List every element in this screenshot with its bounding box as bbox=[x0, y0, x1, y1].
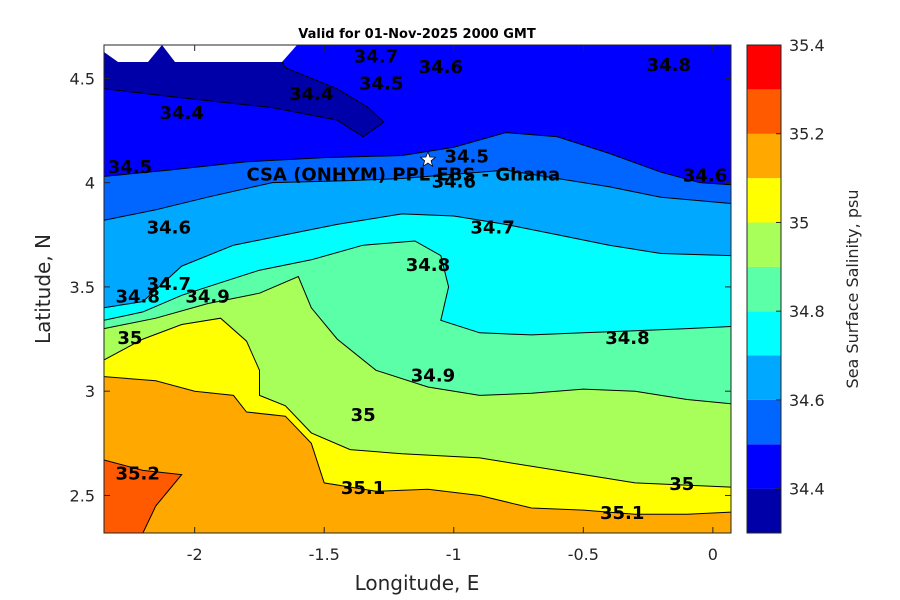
colorbar-swatch bbox=[747, 266, 781, 312]
colorbar: 34.4 34.6 34.8 35 35.2 35.4 bbox=[746, 36, 825, 534]
colorbar-tick-label: 35.2 bbox=[789, 125, 825, 144]
contour-label: 34.6 bbox=[419, 57, 463, 78]
star-marker bbox=[419, 150, 437, 168]
site-marker-star-icon bbox=[419, 150, 437, 168]
contour-label: 34.8 bbox=[605, 328, 649, 349]
contour-line-34.6 bbox=[104, 169, 731, 221]
contour-line-35.1 bbox=[104, 376, 731, 515]
contour-line-34.8 bbox=[104, 240, 731, 336]
contour-line-34.4 bbox=[104, 45, 385, 138]
x-axis-ticks: -2 -1.5 -1 -0.5 0 bbox=[187, 45, 718, 564]
contour-line-34.7 bbox=[104, 213, 731, 309]
colorbar-swatch bbox=[747, 178, 781, 223]
band-35.2 bbox=[104, 460, 182, 533]
contour-label: 34.4 bbox=[159, 103, 203, 124]
colorbar-tick-label: 34.6 bbox=[789, 391, 825, 410]
colorbar-swatch bbox=[747, 444, 781, 489]
colorbar-tick-label: 34.8 bbox=[789, 302, 825, 321]
contour-label: 34.7 bbox=[354, 47, 398, 68]
x-tick-label: -1 bbox=[446, 545, 462, 564]
colorbar-tick-label: 35 bbox=[789, 213, 809, 232]
colorbar-tick-label: 35.4 bbox=[789, 36, 825, 55]
x-tick-label: 0 bbox=[708, 545, 718, 564]
contour-line-35 bbox=[104, 317, 731, 488]
contour-label: 35 bbox=[117, 328, 142, 349]
plot-area: 34.7 34.6 34.5 34.4 34.4 34.8 34.5 34.5 34.6 34.6… bbox=[104, 45, 731, 533]
no-data-notch bbox=[104, 45, 162, 62]
x-tick-label: -1.5 bbox=[309, 545, 340, 564]
contour-label: 34.8 bbox=[647, 55, 691, 76]
site-annotation: CSA (ONHYM) PPL EBS - Ghana bbox=[247, 164, 561, 185]
colorbar-swatch bbox=[747, 133, 781, 179]
colorbar-frame bbox=[746, 44, 782, 534]
contour-labels: 34.7 34.6 34.5 34.4 34.4 34.8 34.5 34.5 34.6 34.6… bbox=[108, 47, 728, 525]
colorbar-swatch bbox=[747, 355, 781, 400]
contour-lines bbox=[104, 45, 731, 533]
contour-label: 34.8 bbox=[115, 286, 159, 307]
contour-line-34.5 bbox=[104, 132, 731, 186]
contour-label: 34.9 bbox=[185, 286, 229, 307]
contour-line-35.2 bbox=[104, 459, 183, 533]
colorbar-label: Sea Surface Salinity, psu bbox=[843, 190, 862, 389]
contour-label: 35.2 bbox=[115, 464, 159, 485]
chart-title: Valid for 01-Nov-2025 2000 GMT bbox=[298, 27, 536, 42]
contour-label: 34.9 bbox=[411, 366, 455, 387]
contour-line-34.9 bbox=[104, 275, 731, 405]
y-axis-label: Latitude, N bbox=[31, 234, 55, 344]
y-tick-label: 2.5 bbox=[70, 486, 95, 505]
contour-label: 35 bbox=[669, 474, 694, 495]
contour-label: 34.6 bbox=[683, 165, 727, 186]
filled-contour-bands bbox=[104, 45, 731, 533]
x-axis-label: Longitude, E bbox=[355, 571, 480, 595]
colorbar-swatch bbox=[747, 89, 781, 134]
band-35.1 bbox=[104, 376, 731, 533]
y-axis-ticks: 2.5 3 3.5 4 4.5 bbox=[70, 69, 731, 505]
contour-label: 34.6 bbox=[147, 218, 191, 239]
contour-label: 35.1 bbox=[600, 503, 644, 524]
colorbar-tick-label: 34.4 bbox=[789, 480, 825, 499]
colorbar-swatch bbox=[747, 488, 781, 533]
colorbar-swatch bbox=[747, 45, 781, 90]
contour-label: 34.8 bbox=[406, 255, 450, 276]
y-tick-label: 4 bbox=[85, 174, 95, 193]
colorbar-swatch bbox=[747, 399, 781, 445]
colorbar-swatch bbox=[747, 222, 781, 267]
x-tick-label: -2 bbox=[187, 545, 203, 564]
x-tick-label: -0.5 bbox=[568, 545, 599, 564]
contour-label: 34.5 bbox=[444, 147, 488, 168]
y-tick-label: 3.5 bbox=[70, 278, 95, 297]
contour-label: 35.1 bbox=[341, 478, 385, 499]
contour-label: 34.7 bbox=[147, 274, 191, 295]
contour-label: 34.5 bbox=[108, 157, 152, 178]
colorbar-swatch bbox=[747, 311, 781, 356]
contour-label: 34.7 bbox=[470, 218, 514, 239]
no-data-strip bbox=[162, 45, 297, 62]
contour-label: 34.4 bbox=[289, 84, 333, 105]
y-tick-label: 3 bbox=[85, 382, 95, 401]
plot-frame bbox=[103, 44, 732, 534]
contour-label: 35 bbox=[351, 405, 376, 426]
contour-label: 34.5 bbox=[359, 74, 403, 95]
y-tick-label: 4.5 bbox=[70, 69, 95, 88]
contour-label: 34.6 bbox=[432, 172, 476, 193]
